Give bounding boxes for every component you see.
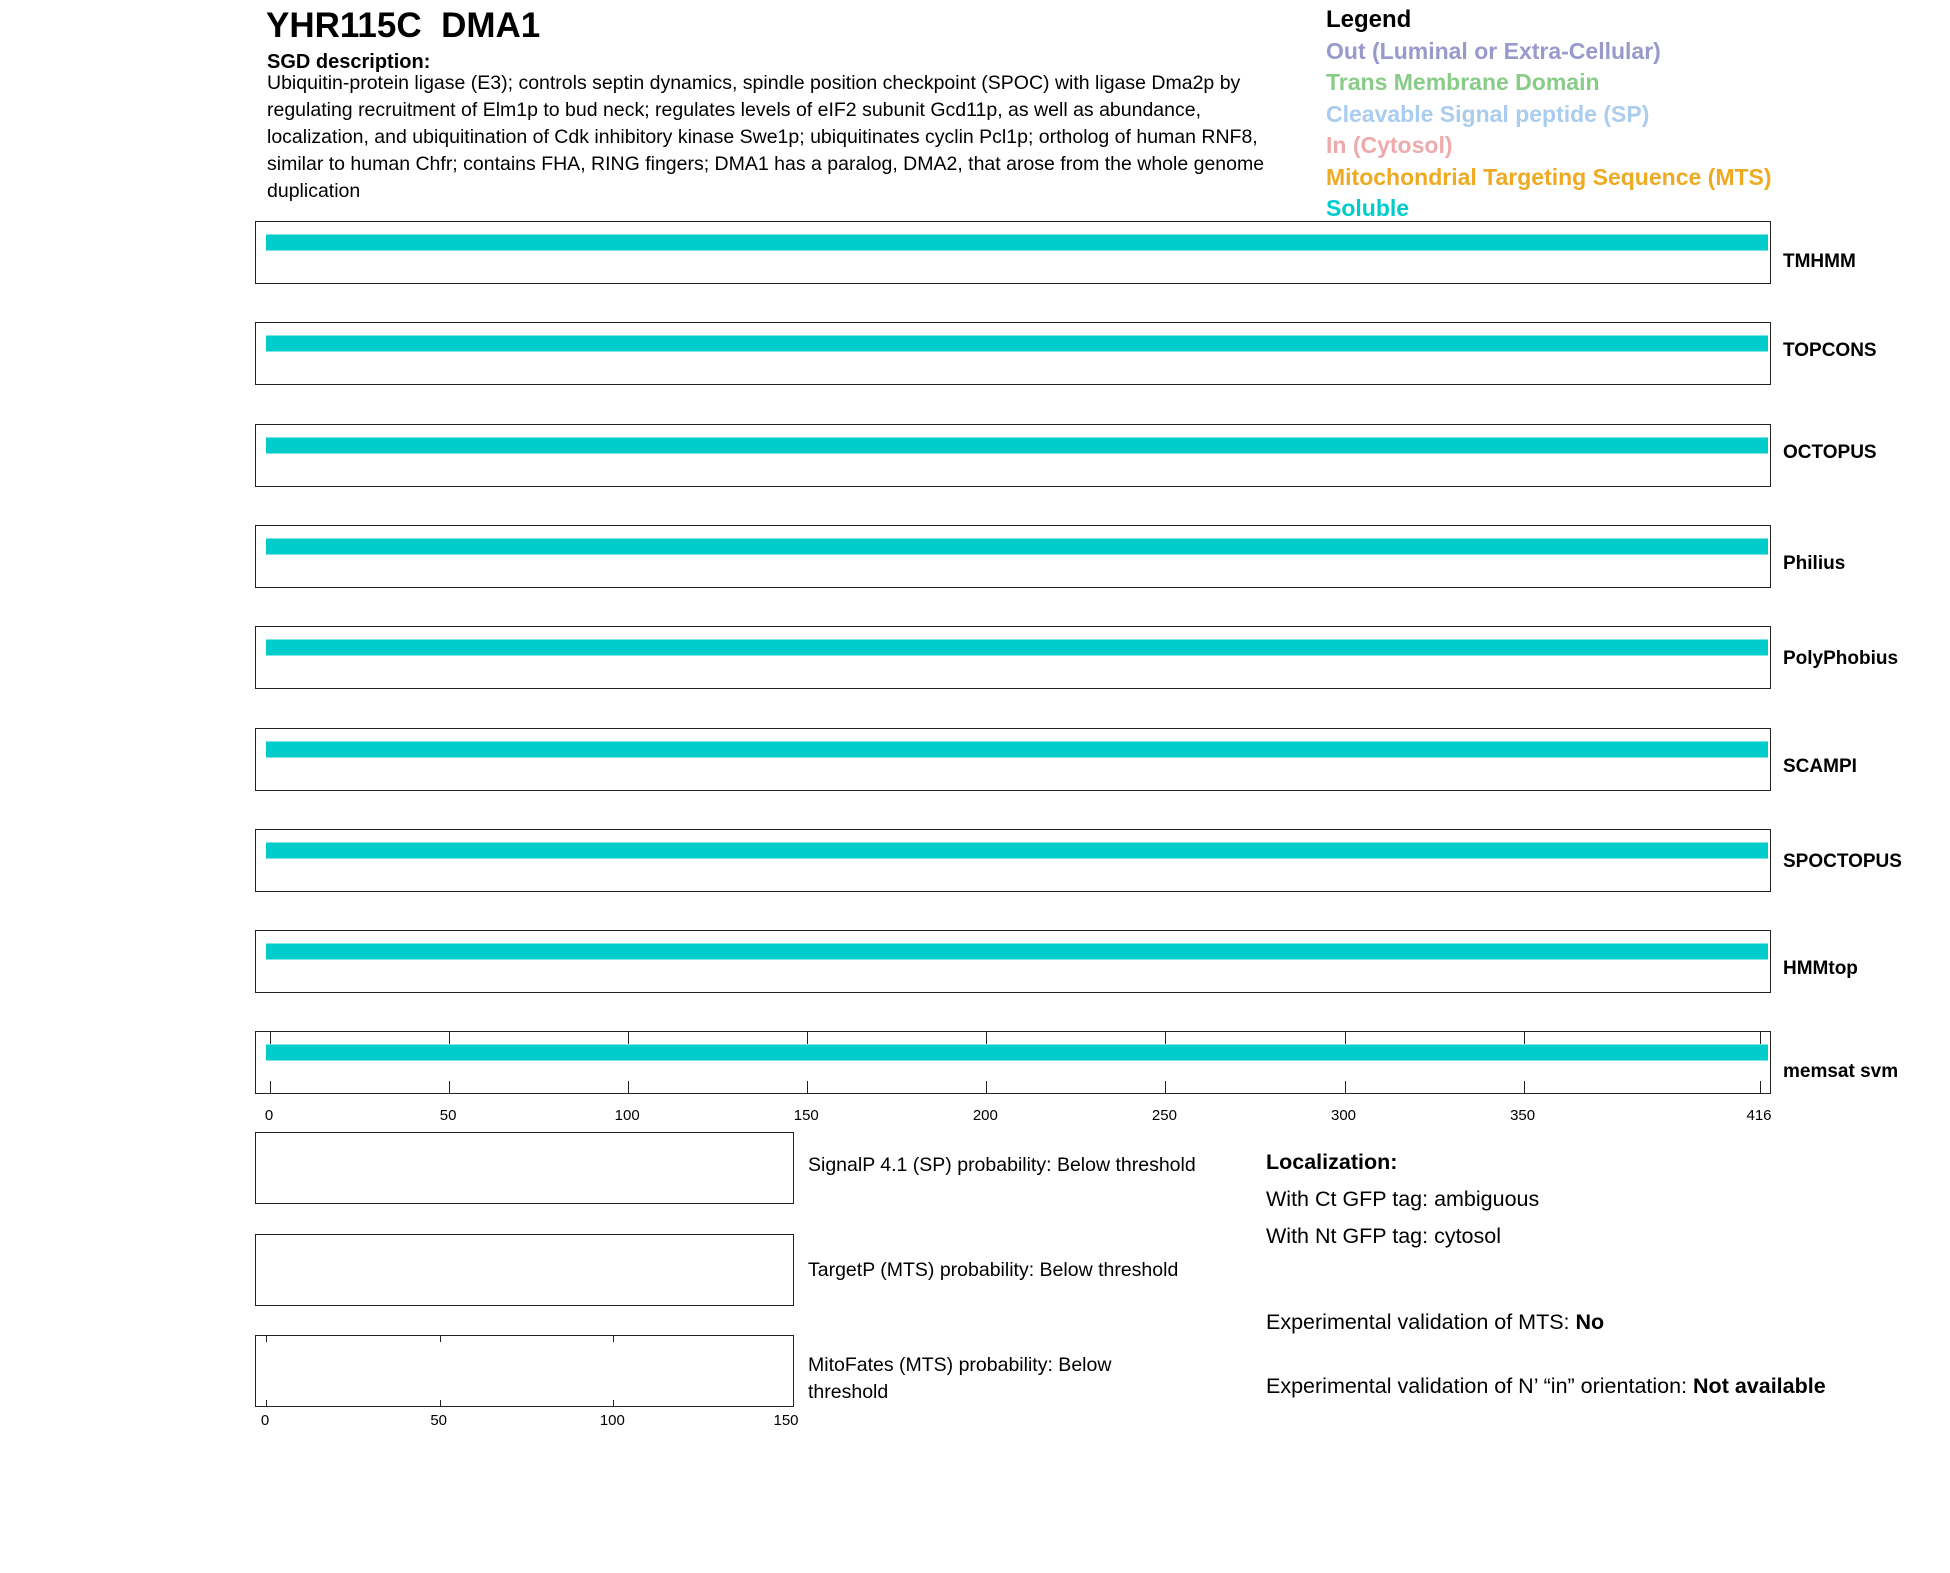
localization-nt: With Nt GFP tag: cytosol [1266,1224,1501,1248]
segment-bar [266,234,1768,251]
legend-item: Mitochondrial Targeting Sequence (MTS) [1326,163,1772,190]
axis-tick [807,1081,809,1094]
probability-label: TargetP (MTS) probability: Below thresho… [808,1259,1179,1281]
axis-tick [449,1032,451,1045]
axis-tick-label: 0 [264,1107,274,1125]
probability-label: MitoFates (MTS) probability: Below thres… [808,1354,1112,1403]
track-label: HMMtop [1783,958,1858,980]
legend-title: Legend [1326,6,1412,33]
axis-tick [449,1081,451,1094]
axis-tick-label: 350 [1510,1107,1536,1125]
track-label: OCTOPUS [1783,441,1877,463]
axis-tick [628,1032,630,1045]
axis-tick-label: 200 [972,1107,998,1125]
segment-bar [266,537,1768,555]
track-label: SPOCTOPUS [1783,850,1902,872]
mts-validation-label: Experimental validation of MTS: [1266,1310,1576,1334]
segment-bar [266,639,1768,657]
segment-bar [266,436,1768,454]
axis-tick [266,1336,267,1342]
track-spoctopus [255,828,1771,892]
axis-tick-label: 0 [260,1412,270,1429]
axis-tick [986,1032,988,1045]
axis-tick-label: 100 [614,1107,640,1125]
legend-item: Soluble [1326,195,1410,221]
axis-tick-label: 150 [793,1107,819,1125]
axis-tick [628,1081,630,1094]
legend-item: In (Cytosol) [1326,132,1453,158]
track-label: memsat svm [1783,1061,1899,1083]
track-hmmtop [255,930,1771,994]
sgd-description-label: SGD description: [267,51,431,73]
legend-item: Trans Membrane Domain [1326,69,1600,95]
segment-bar [266,943,1768,961]
track-polyphobius [255,626,1771,690]
axis-tick [986,1081,988,1094]
page-title: YHR115C DMA1 [266,6,541,45]
axis-tick [1523,1032,1525,1045]
track-philius [255,524,1771,588]
track-label: PolyPhobius [1783,648,1899,670]
axis-tick [613,1336,615,1342]
axis-tick [807,1032,809,1045]
axis-tick [266,1400,267,1406]
axis-tick-label: 50 [430,1412,447,1429]
axis-tick [1760,1081,1761,1094]
track-topcons [255,322,1771,386]
axis-tick-label: 416 [1746,1107,1772,1125]
track-label: TOPCONS [1783,340,1877,362]
axis-tick [1344,1032,1346,1045]
track-label: TMHMM [1783,251,1856,272]
orientation-validation: Experimental validation of N’ “in” orien… [1266,1370,1846,1402]
segment-bar [266,335,1768,353]
track-label: Philius [1783,552,1846,574]
probability-label: SignalP 4.1 (SP) probability: Below thre… [808,1154,1196,1176]
axis-tick-label: 50 [439,1107,457,1125]
axis-tick-label: 250 [1151,1107,1177,1125]
mts-validation-value: No [1575,1310,1605,1334]
legend-item: Cleavable Signal peptide (SP) [1326,100,1650,127]
legend: Legend Out (Luminal or Extra-Cellular) Tr… [1326,4,1772,225]
track-scampi [255,727,1771,791]
segment-bar [266,1044,1768,1062]
axis-tick [1344,1081,1346,1094]
axis-tick-label: 150 [773,1412,799,1429]
axis-tick [439,1400,441,1406]
axis-tick [613,1400,615,1406]
probability-box [255,1132,794,1204]
axis-tick [270,1081,271,1094]
axis-tick-label: 100 [599,1412,625,1429]
axis-tick-label: 300 [1331,1107,1357,1125]
track-memsat-svm [255,1031,1771,1095]
track-label: SCAMPI [1783,755,1857,777]
mts-validation: Experimental validation of MTS: No [1266,1310,1604,1335]
axis-tick [439,1336,441,1342]
axis-tick [1165,1081,1167,1094]
orientation-validation-value: Not available [1693,1374,1826,1398]
localization-title: Localization: [1266,1150,1398,1174]
probability-box [255,1234,794,1306]
sgd-description-text: Ubiquitin-protein ligase (E3); controls … [267,72,1265,202]
track-octopus [255,423,1771,487]
orientation-validation-label: Experimental validation of N’ “in” orien… [1266,1374,1694,1398]
segment-bar [266,841,1768,859]
legend-item: Out (Luminal or Extra-Cellular) [1326,37,1661,64]
localization-ct: With Ct GFP tag: ambiguous [1266,1187,1540,1211]
axis-tick [270,1032,271,1045]
axis-tick [1523,1081,1525,1094]
axis-tick [1165,1032,1167,1045]
track-tmhmm [255,221,1771,284]
probability-box [255,1335,794,1407]
axis-tick [1760,1032,1761,1045]
segment-bar [266,740,1768,758]
